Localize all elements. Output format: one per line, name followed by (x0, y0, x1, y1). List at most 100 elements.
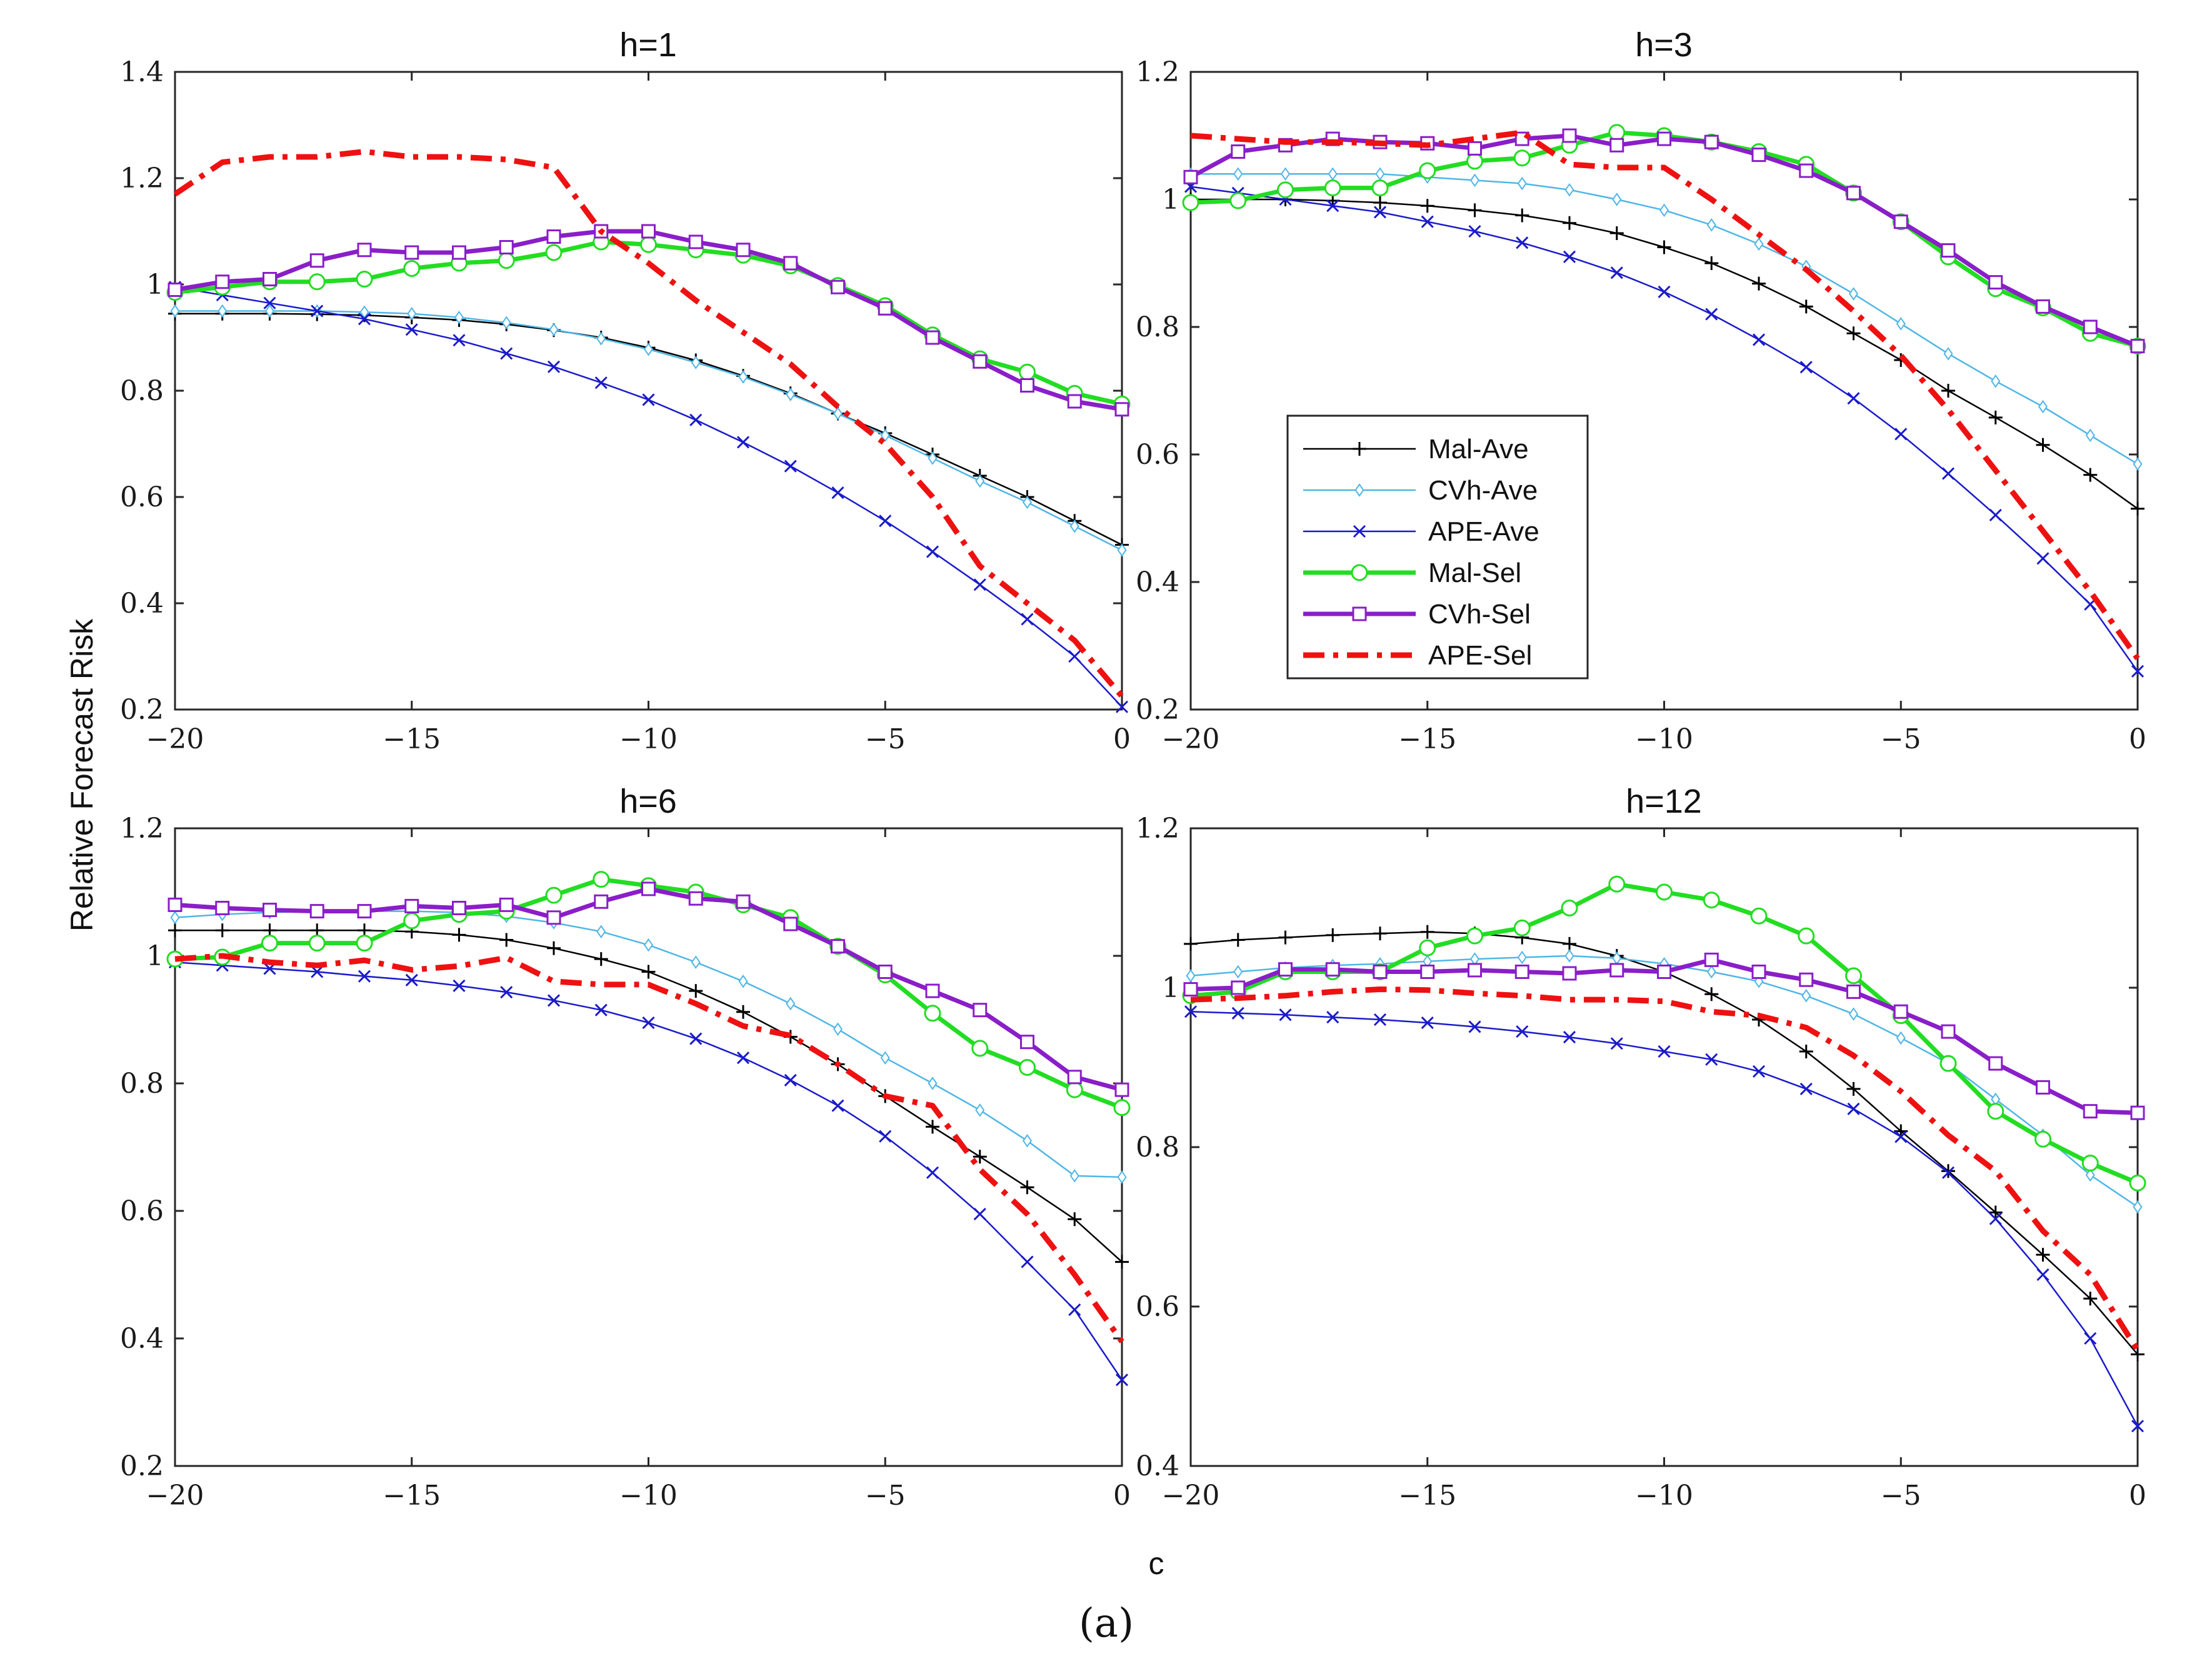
data-point-cvh-sel (1988, 275, 2003, 290)
x-tick-label: −10 (619, 1480, 678, 1512)
data-point-cvh-ave (1280, 167, 1291, 181)
data-point-ape-ave (1705, 1053, 1718, 1066)
data-point-cvh-sel (1562, 966, 1577, 981)
data-point-ape-ave (642, 1016, 655, 1030)
series-line-ape-sel (173, 149, 1124, 698)
data-point-cvh-ave (643, 342, 654, 356)
data-point-ape-ave (1941, 467, 1955, 480)
data-point-mal-ave (2036, 1248, 2050, 1262)
data-point-mal-ave (1657, 240, 1671, 254)
data-point-ape-ave (1231, 1006, 1244, 1020)
data-point-mal-sel (1419, 939, 1436, 956)
data-point-cvh-sel (499, 240, 514, 254)
series-cvh-sel (168, 224, 1129, 417)
data-point-ape-ave (1989, 1212, 2002, 1225)
y-tick-label: 0.8 (1136, 1132, 1179, 1163)
data-point-mal-sel (1656, 883, 1673, 901)
legend-entry-mal-sel: Mal-Sel (1303, 558, 1521, 588)
y-tick-label: 1 (1162, 184, 1179, 216)
data-point-cvh-sel (1183, 982, 1198, 997)
series-ape-sel (1190, 986, 2140, 1352)
data-point-mal-sel (2034, 1130, 2051, 1148)
data-point-cvh-ave (975, 474, 985, 488)
data-point-mal-sel (545, 244, 563, 261)
data-point-mal-ave (1988, 1205, 2003, 1220)
legend-label: CVh-Ave (1428, 475, 1538, 506)
data-point-mal-ave (594, 952, 608, 966)
data-point-mal-ave (689, 984, 703, 998)
data-point-cvh-sel (1799, 972, 1814, 987)
data-point-mal-sel (924, 1005, 941, 1022)
series-line-ape-sel (174, 953, 1124, 1343)
data-point-mal-ave (1799, 299, 1813, 314)
data-point-ape-ave (594, 1003, 608, 1016)
series-line-ape-sel (1190, 129, 2140, 660)
data-point-mal-ave (1563, 216, 1576, 230)
data-point-mal-ave (1115, 1255, 1129, 1269)
data-point-ape-ave (2131, 1420, 2144, 1433)
data-point-cvh-sel (546, 229, 561, 244)
data-point-mal-sel (308, 273, 326, 291)
data-point-cvh-ave (928, 1076, 938, 1090)
data-point-cvh-sel (1114, 1082, 1129, 1097)
data-point-mal-ave (1752, 276, 1766, 291)
data-point-cvh-sel (973, 354, 988, 369)
data-point-mal-ave (1941, 384, 1955, 398)
data-point-mal-ave (215, 923, 229, 938)
data-point-ape-ave (1894, 1130, 1908, 1143)
data-point-mal-sel (1513, 149, 1531, 167)
data-point-cvh-ave (1754, 237, 1764, 251)
data-point-mal-sel (1466, 153, 1483, 170)
data-point-ape-ave (263, 296, 276, 309)
data-point-cvh-sel (1183, 169, 1198, 184)
data-point-cvh-ave (738, 975, 748, 988)
data-point-cvh-ave (1186, 969, 1196, 983)
data-point-mal-sel (1845, 967, 1862, 985)
data-point-mal-sel (1798, 927, 1815, 945)
legend-marker (1353, 442, 1366, 456)
data-point-cvh-ave (928, 451, 938, 465)
data-point-cvh-sel (1751, 148, 1766, 163)
data-point-cvh-sel (2083, 319, 2098, 334)
y-tick-label: 0.8 (1136, 311, 1179, 343)
legend-label: APE-Ave (1428, 516, 1539, 547)
data-point-cvh-ave (1848, 287, 1859, 301)
data-point-cvh-sel (736, 894, 751, 909)
data-point-cvh-ave (454, 310, 464, 324)
data-point-cvh-sel (1893, 214, 1908, 229)
data-point-cvh-ave (643, 938, 654, 952)
data-point-mal-ave (2036, 438, 2050, 452)
data-point-ape-ave (1658, 285, 1671, 298)
x-tick-label: −15 (1398, 1480, 1456, 1512)
data-point-cvh-ave (1991, 374, 2001, 388)
data-point-mal-ave (1988, 410, 2003, 424)
data-point-mal-sel (1466, 927, 1483, 945)
data-point-mal-sel (1182, 194, 1199, 211)
y-tick-label: 0.4 (120, 1323, 164, 1355)
legend: Mal-Ave CVh-Ave APE-Ave Mal-Sel CVh-Sel APE-S… (1286, 414, 1589, 680)
y-tick-label: 0.2 (1136, 694, 1179, 726)
data-point-mal-sel (640, 236, 657, 253)
data-point-ape-ave (2131, 665, 2144, 678)
data-point-ape-ave (973, 578, 986, 591)
data-point-mal-sel (1324, 179, 1341, 197)
x-tick-label: −10 (1635, 723, 1693, 755)
data-point-ape-ave (1516, 236, 1529, 249)
data-point-ape-ave (1752, 1065, 1766, 1078)
y-tick-label: 1 (146, 940, 164, 972)
data-point-cvh-ave (2085, 428, 2095, 443)
y-tick-label: 0.6 (120, 481, 164, 513)
data-point-cvh-ave (833, 406, 843, 421)
series-ape-ave (1184, 1005, 2144, 1433)
data-point-cvh-ave (1069, 1169, 1079, 1183)
y-tick-label: 1.2 (1136, 813, 1179, 845)
data-point-mal-sel (1561, 900, 1578, 916)
data-point-ape-ave (1468, 224, 1481, 238)
data-point-cvh-ave (1022, 1134, 1033, 1148)
y-tick-label: 0.4 (1136, 1450, 1179, 1482)
data-point-cvh-sel (1751, 965, 1766, 979)
data-point-cvh-ave (1517, 950, 1527, 965)
y-tick-label: 0.6 (120, 1195, 164, 1227)
data-point-cvh-ave (1659, 203, 1669, 218)
legend-label: APE-Sel (1428, 640, 1532, 671)
